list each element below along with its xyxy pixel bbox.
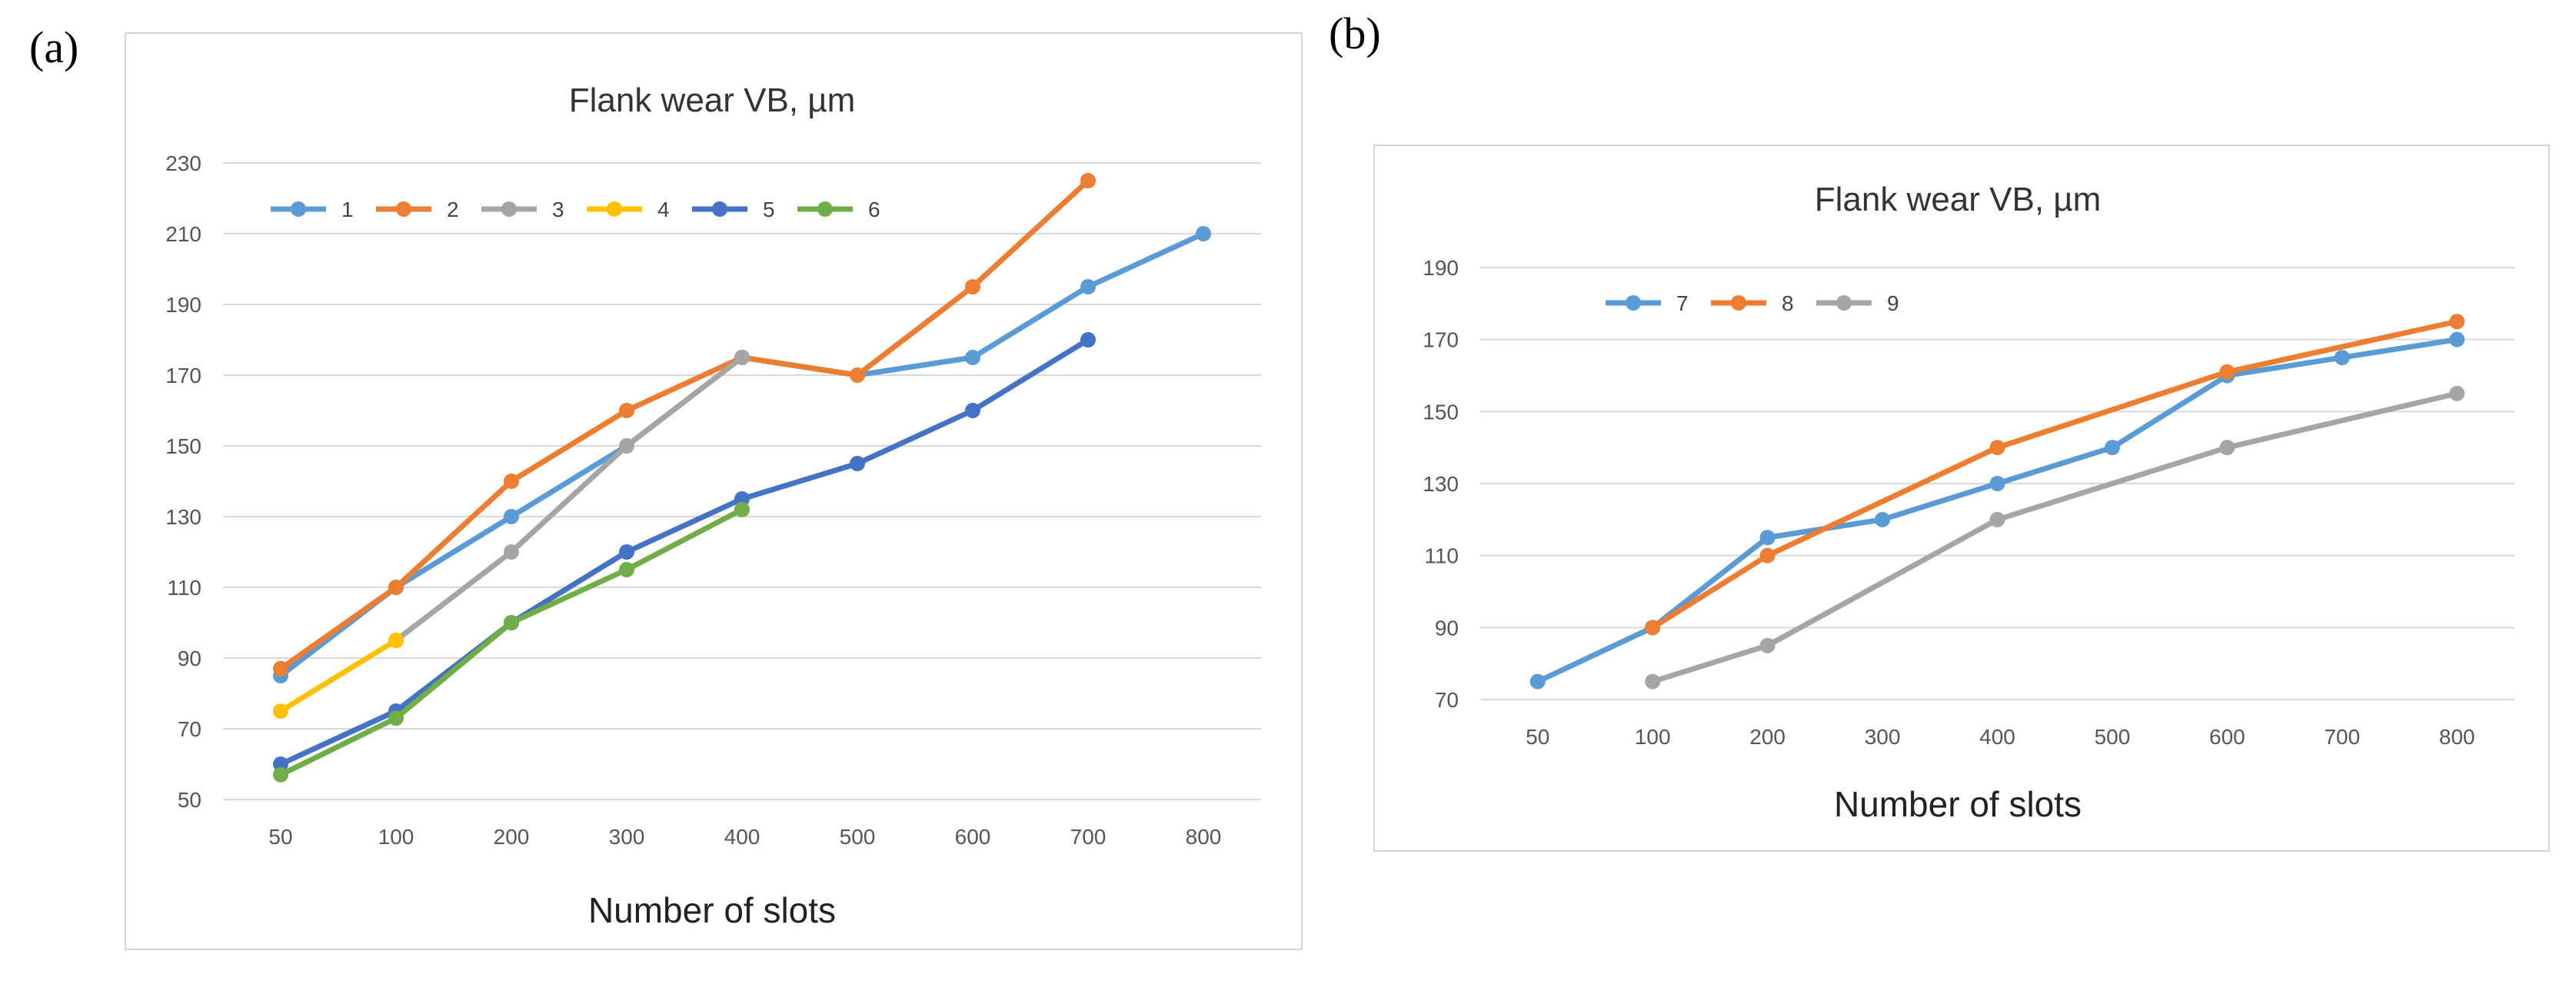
panel-label-a: (a): [29, 22, 79, 72]
chart-a-xtick-label: 500: [840, 825, 876, 849]
chart-a-series-5-point: [1080, 332, 1096, 347]
chart-a-series-3-point: [734, 350, 750, 365]
chart-a-series-1-point: [965, 350, 980, 365]
chart-a-ytick-label: 170: [165, 364, 201, 387]
chart-a-series-6-point: [273, 766, 288, 783]
chart-a-series-5-point: [734, 491, 750, 507]
chart-a-xtick-label: 200: [494, 825, 530, 849]
chart-a-series-1-point: [504, 509, 519, 524]
chart-a-series-1-point: [1080, 279, 1096, 294]
chart-a-ytick-label: 110: [167, 576, 201, 600]
chart-a-legend-label: 6: [868, 198, 880, 221]
chart-a-ytick-label: 210: [165, 222, 201, 246]
chart-a-series-3-line: [393, 354, 745, 643]
chart-a-ytick-label: 150: [165, 434, 201, 458]
chart-a-series-5-line: [278, 337, 1091, 767]
chart-a-legend-label: 4: [657, 198, 670, 221]
chart-a-ytick-label: 190: [165, 293, 201, 317]
chart-a-series-6-point: [619, 562, 634, 577]
chart-a-xtick-label: 700: [1070, 825, 1107, 849]
chart-a-xtick-label: 800: [1186, 825, 1222, 849]
chart-a-series-2-point: [388, 580, 404, 595]
chart-a-series-2-point: [1080, 173, 1096, 188]
chart-a-legend-label: 1: [341, 198, 354, 221]
chart-a-series-5-point: [965, 403, 980, 418]
chart-a-series-6-point: [388, 710, 404, 726]
chart-a-ytick-label: 50: [178, 788, 201, 812]
chart-a-series-4-point: [273, 703, 288, 719]
chart-a-series-5-point: [273, 756, 288, 772]
chart-a-xtick-label: 300: [609, 825, 645, 849]
chart-a-series-2-point: [965, 279, 980, 294]
chart-a-series-5-point: [619, 544, 634, 560]
chart-a-ytick-label: 90: [178, 647, 201, 670]
chart-a-ytick-label: 70: [178, 717, 201, 741]
chart-a-series-2-point: [273, 660, 288, 676]
chart-a-series-2-line: [278, 178, 1091, 672]
chart-a-series-1-line: [278, 231, 1206, 679]
chart-a-series-4-point: [388, 633, 404, 648]
chart-a-legend-marker: [396, 201, 411, 217]
chart-a-xtick-label: 50: [268, 825, 292, 849]
chart-a-xtick-label: 400: [724, 825, 760, 849]
chart-a-series-2-point: [850, 367, 865, 383]
chart-a-series-2-point: [619, 403, 634, 418]
chart-a-title: Flank wear VB, µm: [569, 81, 856, 119]
chart-a-series-6-point: [504, 615, 519, 630]
chart-a-series-1-point: [1196, 226, 1211, 241]
chart-a-series-2-point: [504, 474, 519, 489]
chart-a-legend-marker: [712, 201, 727, 217]
chart-a-xtick-label: 100: [378, 825, 414, 849]
chart-a-ytick-label: 230: [165, 151, 201, 175]
chart-a-ytick-label: 130: [165, 505, 201, 529]
chart-a-series-4-line: [278, 637, 399, 714]
chart-a-legend-marker: [817, 201, 833, 217]
chart-a-series-6-point: [734, 501, 750, 517]
chart-a-legend-label: 5: [763, 198, 775, 221]
chart-a-series-3-point: [619, 438, 634, 454]
chart-a-xtick-label: 600: [955, 825, 991, 849]
chart-a-legend-marker: [501, 201, 517, 217]
chart-a-legend-marker: [291, 201, 306, 217]
chart-a-legend-label: 3: [552, 198, 564, 221]
chart-a-frame: [125, 32, 1303, 950]
chart-a-xlabel: Number of slots: [588, 890, 836, 930]
chart-a-legend-label: 2: [447, 198, 459, 221]
chart-a-legend-marker: [607, 201, 622, 217]
chart-a-series-3-point: [504, 544, 519, 560]
panel-label-b: (b): [1329, 8, 1381, 58]
chart-a-series-5-point: [850, 456, 865, 471]
